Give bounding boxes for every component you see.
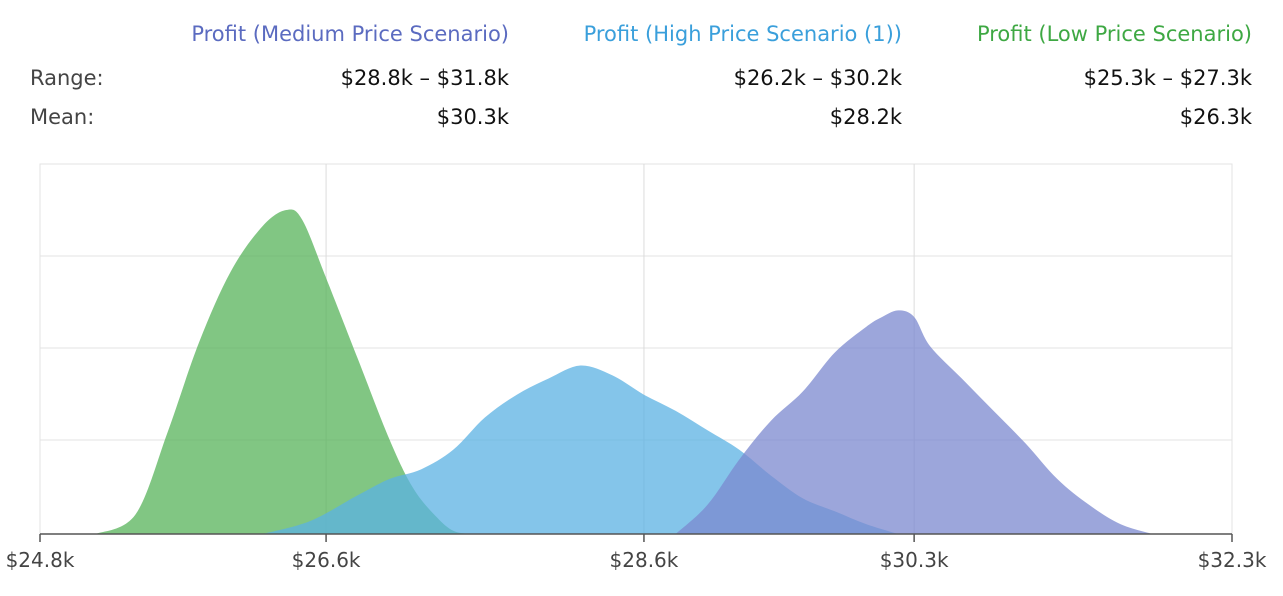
x-tick-label-2: $26.6k [292, 548, 361, 572]
series-title-low: Profit (Low Price Scenario) [976, 22, 1252, 46]
range-value-low: $25.3k – $27.3k [1083, 66, 1252, 90]
density-areas [95, 209, 1153, 534]
series-title-medium: Profit (Medium Price Scenario) [191, 22, 509, 46]
series-title-high: Profit (High Price Scenario (1)) [583, 22, 902, 46]
area-medium-price [675, 310, 1153, 534]
area-low-price [95, 209, 470, 534]
mean-value-high: $28.2k [829, 105, 902, 129]
range-value-medium: $28.8k – $31.8k [340, 66, 509, 90]
range-value-high: $26.2k – $30.2k [733, 66, 902, 90]
range-row-label: Range: [30, 66, 104, 90]
x-axis: $24.8k $26.6k $28.6k $30.3k $32.3k [6, 533, 1267, 572]
stats-panel: Profit (Medium Price Scenario) Profit (H… [0, 0, 1283, 140]
mean-value-low: $26.3k [1179, 105, 1252, 129]
mean-value-medium: $30.3k [436, 105, 509, 129]
x-tick-label-1: $24.8k [6, 548, 75, 572]
x-tick-label-5: $32.3k [1198, 548, 1267, 572]
x-tick-label-3: $28.6k [610, 548, 679, 572]
mean-row-label: Mean: [30, 105, 95, 129]
x-tick-label-4: $30.3k [880, 548, 949, 572]
